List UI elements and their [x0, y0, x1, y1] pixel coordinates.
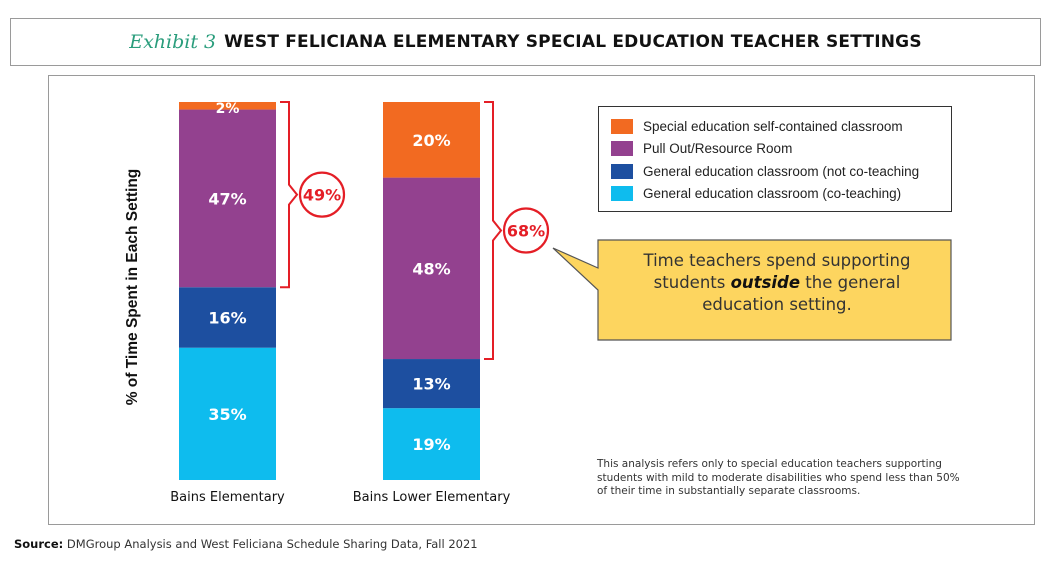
callout-line-2-post: the general [800, 273, 901, 292]
bar-segment-bains-elementary-2 [179, 109, 276, 288]
chart-frame [48, 75, 1035, 525]
data-label-bains-elementary-2: 47% [208, 189, 246, 208]
source-label: Source: [14, 537, 64, 551]
callout-line-3: education setting. [702, 295, 852, 314]
data-label-bains-lower-elementary-0: 19% [412, 435, 450, 454]
data-label-bains-elementary-3: 2% [216, 101, 240, 117]
bar-segment-bains-lower-elementary-3 [383, 102, 480, 178]
category-label-bains-elementary: Bains Elementary [170, 490, 285, 505]
brackets-layer: 49% 68% [280, 101, 550, 361]
bar-segment-bains-elementary-1 [179, 287, 276, 348]
bar-segment-bains-lower-elementary-2 [383, 177, 480, 360]
legend-swatch [611, 186, 633, 202]
legend-swatch [611, 118, 633, 134]
bar-segment-bains-lower-elementary-1 [383, 359, 480, 409]
bracket-label-bains-elementary: 49% [303, 186, 341, 205]
legend-item-coteaching: General education classroom (co-teaching… [611, 183, 951, 206]
legend-item-self-contained: Special education self-contained classro… [611, 115, 951, 138]
legend-label: Pull Out/Resource Room [643, 141, 793, 157]
source-text: DMGroup Analysis and West Feliciana Sche… [63, 537, 478, 551]
data-label-bains-lower-elementary-3: 20% [412, 131, 450, 150]
bracket-label-bains-lower-elementary: 68% [507, 222, 545, 241]
callout-text: Time teachers spend supporting students … [604, 250, 950, 316]
callout-line-1: Time teachers spend supporting [643, 251, 911, 270]
bracket-circle-bains-elementary [298, 171, 346, 218]
bar-segment-bains-elementary-0 [179, 347, 276, 480]
data-label-bains-lower-elementary-2: 48% [412, 259, 450, 278]
data-label-bains-elementary-0: 35% [208, 405, 246, 424]
data-label-bains-lower-elementary-1: 13% [412, 375, 450, 394]
bracket-bains-elementary [280, 101, 299, 289]
legend-swatch [611, 163, 633, 179]
callout-emphasis: outside [730, 273, 801, 292]
legend-label: General education classroom (co-teaching… [643, 186, 902, 202]
legend-item-not-coteaching: General education classroom (not co-teac… [611, 160, 951, 183]
exhibit-label: Exhibit 3 [129, 31, 217, 53]
chart-title: WEST FELICIANA ELEMENTARY SPECIAL EDUCAT… [224, 32, 922, 52]
bar-segment-bains-elementary-3 [179, 102, 276, 110]
legend-swatch [611, 141, 633, 157]
y-axis-label: % of Time Spent in Each Setting [124, 169, 141, 406]
legend-label: Special education self-contained classro… [643, 118, 903, 134]
bracket-bains-lower-elementary [484, 101, 503, 361]
bracket-circle-bains-lower-elementary [502, 207, 550, 254]
legend-item-pull-out: Pull Out/Resource Room [611, 138, 951, 161]
callout-line-2-pre: students [653, 273, 731, 292]
title-box: Exhibit 3 WEST FELICIANA ELEMENTARY SPEC… [10, 18, 1041, 66]
callout-line-2: students outside the general [604, 272, 950, 294]
legend-label: General education classroom (not co-teac… [643, 163, 920, 179]
legend: Special education self-contained classro… [598, 106, 952, 212]
callout-bubble [552, 239, 952, 341]
bar-segment-bains-lower-elementary-0 [383, 408, 480, 480]
analysis-note: This analysis refers only to special edu… [597, 458, 960, 497]
bars-layer: 35% 16% 47% 2% Bains Elementary 19% 13% 48% 20% B… [170, 101, 510, 505]
data-label-bains-elementary-1: 16% [208, 308, 246, 327]
category-label-bains-lower-elementary: Bains Lower Elementary [353, 490, 511, 505]
source-line: Source: DMGroup Analysis and West Felici… [14, 537, 478, 551]
